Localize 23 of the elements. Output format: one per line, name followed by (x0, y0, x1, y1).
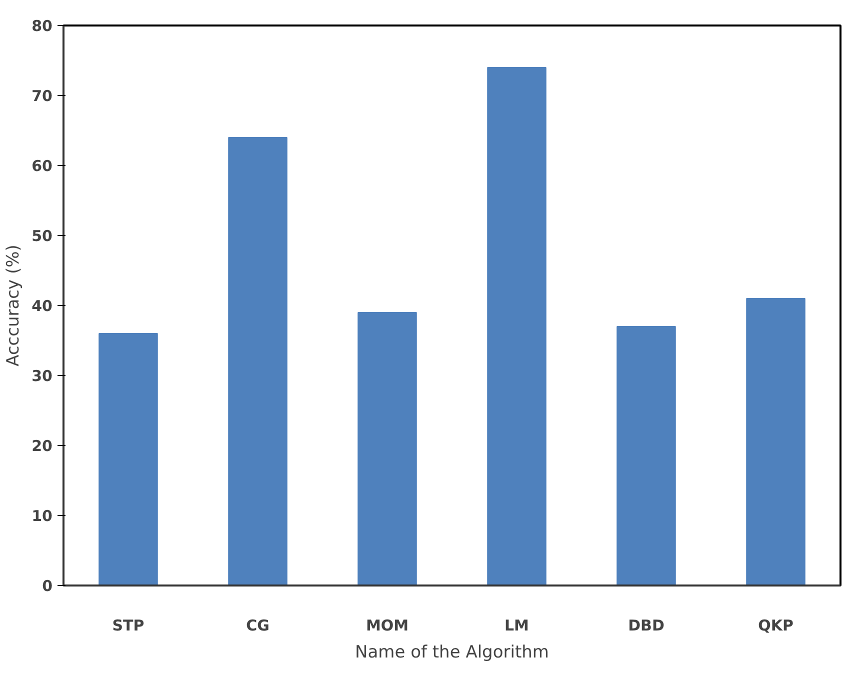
bar (746, 298, 806, 586)
y-tick-label: 70 (32, 87, 52, 105)
x-tick-label: DBD (628, 616, 664, 634)
x-tick-label: QKP (758, 616, 794, 634)
x-tick-label: STP (112, 616, 144, 634)
bar (228, 137, 288, 586)
y-tick-label: 30 (32, 367, 52, 385)
x-tick-label: LM (504, 616, 530, 634)
y-tick-label: 80 (32, 17, 52, 35)
y-tick-label: 10 (32, 507, 52, 525)
y-tick-label: 20 (32, 437, 52, 455)
y-tick-label: 0 (42, 577, 52, 595)
y-axis-title: Acccuracy (%) (4, 244, 24, 366)
bar (358, 312, 417, 586)
y-tick-label: 40 (32, 297, 52, 315)
y-tick-label: 50 (32, 227, 52, 245)
y-tick-label: 60 (32, 157, 52, 175)
x-axis-title: Name of the Algorithm (355, 642, 549, 662)
bar (487, 67, 546, 586)
bar (98, 333, 158, 586)
x-tick-label: MOM (366, 616, 409, 634)
x-tick-label: CG (246, 616, 270, 634)
bar (616, 326, 676, 586)
